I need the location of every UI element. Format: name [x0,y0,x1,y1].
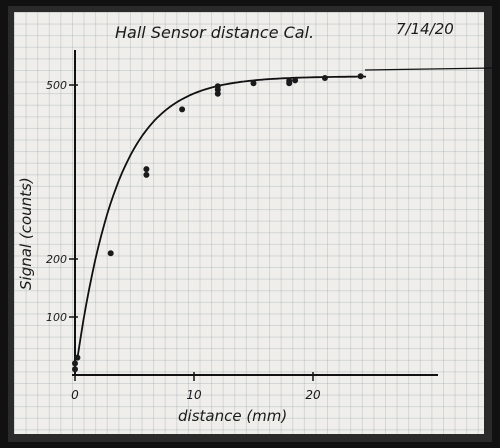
y-axis-label: Signal (counts) [17,177,35,290]
data-point [286,77,293,84]
y-tick-label: 500 [46,79,67,92]
data-point [179,106,186,113]
data-point [72,360,78,367]
data-point [72,366,78,373]
data-point [321,75,328,81]
data-point [292,77,299,84]
data-point [214,90,221,97]
x-tick-label: 10 [186,388,202,402]
data-point [357,73,364,80]
chart-title: Hall Sensor distance Cal. [115,23,314,42]
x-axis-label: distance (mm) [178,407,287,425]
fit-curve [76,75,366,359]
data-point [250,80,257,87]
extension-line [364,67,495,71]
data-point [107,250,114,257]
x-tick-label: 20 [305,388,321,402]
x-tick-label: 0 [71,388,79,402]
data-point [143,171,150,178]
y-tick-label: 200 [46,253,67,266]
data-point [143,166,150,173]
data-point [74,354,81,361]
graph-paper [14,12,484,434]
y-tick-label: 100 [46,311,67,324]
chart-date: 7/14/20 [396,20,454,38]
data-point [214,83,221,90]
